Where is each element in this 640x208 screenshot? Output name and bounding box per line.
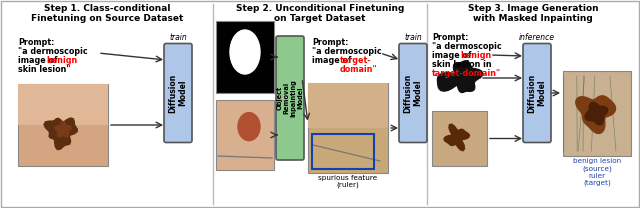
Text: Diffusion
Model: Diffusion Model — [527, 73, 547, 113]
Polygon shape — [438, 61, 483, 92]
Bar — [308, 83, 388, 173]
Text: "a dermoscopic: "a dermoscopic — [18, 47, 88, 56]
Text: Diffusion
Model: Diffusion Model — [403, 73, 422, 113]
Text: Prompt:: Prompt: — [312, 38, 348, 47]
Bar — [312, 134, 374, 169]
Text: Step 2. Unconditional Finetuning
on Target Dataset: Step 2. Unconditional Finetuning on Targ… — [236, 4, 404, 23]
FancyBboxPatch shape — [523, 43, 551, 142]
FancyBboxPatch shape — [276, 36, 304, 160]
FancyBboxPatch shape — [164, 43, 192, 142]
Bar — [308, 83, 388, 128]
Text: image of: image of — [312, 56, 355, 65]
Text: Prompt:: Prompt: — [18, 38, 54, 47]
Text: Prompt:: Prompt: — [432, 33, 468, 42]
Bar — [18, 84, 108, 125]
Polygon shape — [55, 121, 71, 137]
Text: benign: benign — [46, 56, 77, 65]
Text: skin lesion": skin lesion" — [18, 65, 70, 74]
Polygon shape — [44, 118, 77, 150]
FancyBboxPatch shape — [399, 43, 427, 142]
Text: target-domain": target-domain" — [432, 69, 501, 78]
Polygon shape — [585, 102, 607, 125]
Text: benign lesion
(source)
ruler
(target): benign lesion (source) ruler (target) — [573, 158, 621, 186]
Text: "a dermoscopic: "a dermoscopic — [312, 47, 381, 56]
Bar — [216, 100, 274, 170]
Polygon shape — [444, 124, 470, 151]
Text: benign: benign — [460, 51, 492, 60]
Text: train: train — [404, 32, 422, 42]
Bar — [432, 111, 487, 166]
Bar — [18, 84, 108, 166]
Bar — [216, 21, 274, 93]
Polygon shape — [576, 96, 616, 134]
Text: Step 3. Image Generation
with Masked Inpainting: Step 3. Image Generation with Masked Inp… — [468, 4, 598, 23]
Text: spurious feature
(ruler): spurious feature (ruler) — [318, 175, 378, 188]
Text: Diffusion
Model: Diffusion Model — [168, 73, 188, 113]
Text: domain": domain" — [340, 65, 378, 74]
Ellipse shape — [230, 30, 260, 74]
Ellipse shape — [238, 113, 260, 141]
Text: inference: inference — [519, 32, 555, 42]
Text: Object
Removal
Inpainting
Model: Object Removal Inpainting Model — [276, 79, 303, 117]
Text: image of: image of — [18, 56, 60, 65]
Text: Step 1. Class-conditional
Finetuning on Source Dataset: Step 1. Class-conditional Finetuning on … — [31, 4, 183, 23]
Text: train: train — [169, 32, 187, 42]
Text: skin lesion in: skin lesion in — [432, 60, 492, 69]
Text: target-: target- — [340, 56, 371, 65]
Text: image of: image of — [432, 51, 474, 60]
Text: "a dermoscopic: "a dermoscopic — [432, 42, 502, 51]
Bar — [563, 71, 631, 156]
